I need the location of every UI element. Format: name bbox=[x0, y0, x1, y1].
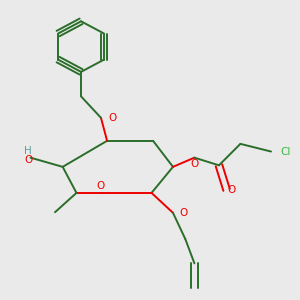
Text: O: O bbox=[24, 155, 32, 165]
Text: O: O bbox=[109, 113, 117, 123]
Text: O: O bbox=[228, 185, 236, 195]
Text: O: O bbox=[180, 208, 188, 218]
Text: O: O bbox=[190, 159, 199, 169]
Text: Cl: Cl bbox=[280, 146, 291, 157]
Text: H: H bbox=[24, 146, 32, 156]
Text: O: O bbox=[97, 181, 105, 191]
